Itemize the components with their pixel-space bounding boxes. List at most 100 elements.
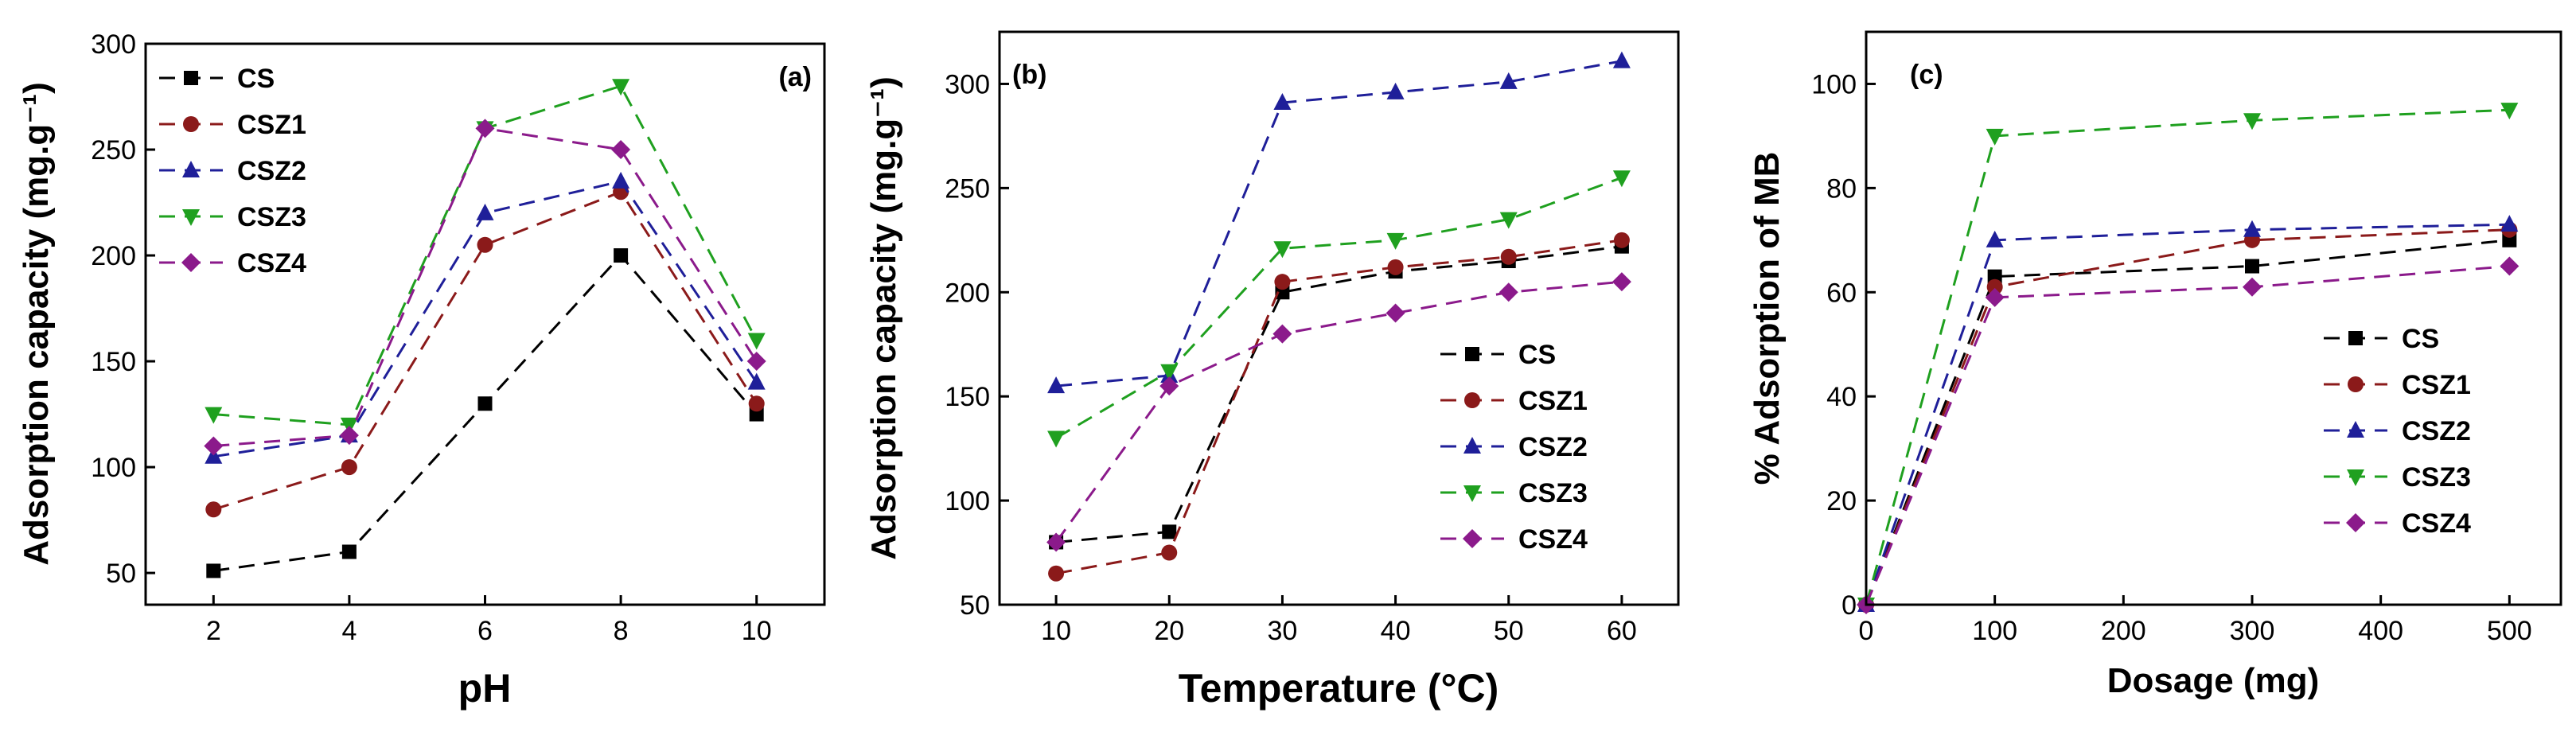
legend-label-csz2-a: CSZ2 bbox=[237, 156, 306, 186]
y-tick-label-b: 250 bbox=[945, 173, 990, 204]
data-point-csz3-b bbox=[1386, 232, 1405, 250]
x-tick-label-b: 60 bbox=[1607, 616, 1637, 646]
data-point-csz4-a bbox=[611, 140, 631, 160]
plot-frame-a bbox=[144, 42, 826, 606]
legend-label-csz1-a: CSZ1 bbox=[237, 110, 306, 140]
y-tick-label-b: 200 bbox=[945, 278, 990, 308]
data-point-csz2-a bbox=[747, 372, 766, 390]
data-point-cs-a bbox=[614, 248, 629, 263]
legend-marker-b bbox=[1463, 437, 1481, 454]
legend-label-csz3-c: CSZ3 bbox=[2402, 462, 2471, 493]
legend-c: CS CSZ1 CSZ2 CSZ3 CSZ4 bbox=[2324, 324, 2471, 539]
data-point-csz4-a bbox=[746, 352, 766, 372]
series-line-csz1-c bbox=[1865, 228, 2510, 606]
data-point-csz1-b bbox=[1387, 259, 1404, 275]
data-point-csz2-b bbox=[1047, 376, 1066, 394]
data-point-csz4-a bbox=[475, 119, 495, 138]
x-tick-label-b: 50 bbox=[1494, 616, 1524, 646]
y-tick-label-b: 100 bbox=[945, 486, 990, 516]
y-tick-label-a: 150 bbox=[91, 347, 136, 377]
series-line-csz2-b bbox=[1055, 60, 1623, 387]
data-point-csz4-b bbox=[1159, 376, 1179, 396]
data-point-csz1-b bbox=[1274, 274, 1291, 290]
legend-marker-c bbox=[2348, 331, 2363, 345]
legend-marker-b bbox=[1464, 392, 1480, 408]
data-point-csz1-b bbox=[1500, 248, 1517, 265]
data-point-csz4-c bbox=[1985, 287, 2005, 307]
legend-label-cs-c: CS bbox=[2402, 324, 2439, 354]
legend-label-csz2-b: CSZ2 bbox=[1518, 432, 1588, 462]
legend-label-cs-b: CS bbox=[1518, 340, 1556, 370]
series-csz4-b bbox=[1046, 272, 1631, 552]
data-point-csz2-c bbox=[1986, 230, 2004, 247]
x-tick-label-b: 30 bbox=[1268, 616, 1298, 646]
panel-a: 2 4 6 8 10 50 100 150 200 250 300 CS CSZ1 CSZ2 CSZ3 CSZ… bbox=[17, 29, 826, 711]
y-tick-label-a: 50 bbox=[106, 559, 136, 589]
data-point-csz2-b bbox=[1612, 51, 1631, 68]
data-point-csz4-b bbox=[1385, 303, 1405, 323]
x-axis-label-c: Dosage (mg) bbox=[2107, 661, 2319, 700]
y-tick-label-a: 300 bbox=[91, 29, 136, 60]
data-point-csz2-a bbox=[612, 171, 630, 189]
x-tick-label-c: 100 bbox=[1972, 616, 2017, 646]
data-point-csz1-a bbox=[341, 459, 357, 476]
x-tick-label-b: 40 bbox=[1381, 616, 1411, 646]
legend-label-csz1-b: CSZ1 bbox=[1518, 386, 1588, 416]
series-line-csz4-b bbox=[1054, 280, 1623, 543]
series-line-csz1-b bbox=[1055, 239, 1623, 575]
data-point-csz3-c bbox=[2243, 113, 2261, 130]
series-csz3-c bbox=[1857, 103, 2519, 614]
x-tick-label-c: 300 bbox=[2230, 616, 2275, 646]
data-point-csz4-b bbox=[1498, 282, 1518, 302]
data-point-csz4-a bbox=[339, 426, 359, 446]
data-point-csz4-b bbox=[1272, 324, 1292, 344]
y-tick-label-c: 80 bbox=[1826, 173, 1857, 204]
y-tick-label-a: 250 bbox=[91, 135, 136, 166]
data-point-csz4-c bbox=[2500, 256, 2519, 276]
plot-frame-b bbox=[998, 30, 1680, 606]
data-point-csz2-b bbox=[1273, 93, 1292, 111]
y-tick-label-c: 0 bbox=[1841, 590, 1857, 621]
data-point-csz1-a bbox=[205, 501, 222, 518]
y-axis-label-b: Adsorption capacity (mg.g⁻¹) bbox=[864, 76, 903, 559]
series-csz3-b bbox=[1047, 170, 1631, 448]
legend-label-csz3-b: CSZ3 bbox=[1518, 478, 1588, 508]
data-point-csz4-c bbox=[2243, 277, 2262, 297]
data-point-cs-a bbox=[206, 563, 221, 578]
series-csz4-c bbox=[1857, 256, 2519, 614]
data-point-csz1-a bbox=[477, 236, 493, 253]
series-line-csz3-c bbox=[1865, 108, 2510, 606]
series-line-cs-c bbox=[1865, 239, 2510, 606]
x-tick-label-a: 2 bbox=[206, 616, 221, 646]
data-point-cs-b bbox=[1162, 524, 1177, 539]
x-tick-label-a: 10 bbox=[742, 616, 772, 646]
panel-c: 0 100 200 300 400 500020406080100CSCSZ1CSZ2CS… bbox=[1748, 30, 2562, 700]
legend-marker-c bbox=[2347, 421, 2364, 438]
y-tick-label-c: 20 bbox=[1826, 486, 1857, 516]
panel-label-b: (b) bbox=[1012, 60, 1046, 90]
legend-marker-c bbox=[2348, 376, 2364, 392]
legend-marker-b bbox=[1463, 485, 1481, 502]
legend-label-csz4-b: CSZ4 bbox=[1518, 524, 1588, 555]
series-line-csz4-c bbox=[1865, 265, 2510, 606]
series-line-csz2-c bbox=[1865, 223, 2510, 606]
panel-b: 10 20 30 40 50 6050100150200250300CSCSZ1CSZ2C… bbox=[864, 30, 1680, 711]
legend-label-csz2-c: CSZ2 bbox=[2402, 416, 2471, 446]
y-tick-label-b: 300 bbox=[945, 69, 990, 99]
data-point-csz3-b bbox=[1160, 364, 1179, 381]
series-line-csz2-a bbox=[213, 180, 758, 458]
y-tick-label-b: 150 bbox=[945, 382, 990, 412]
data-point-csz3-b bbox=[1047, 430, 1066, 448]
y-axis-label-a: Adsorption capacity (mg.g⁻¹) bbox=[17, 82, 56, 565]
legend-label-csz3-a: CSZ3 bbox=[237, 202, 306, 232]
legend-marker-a bbox=[184, 71, 198, 85]
data-point-csz3-b bbox=[1273, 241, 1292, 259]
x-tick-label-b: 20 bbox=[1154, 616, 1184, 646]
legend-marker-a bbox=[183, 116, 199, 132]
legend-marker-b bbox=[1463, 529, 1482, 548]
series-cs-a bbox=[206, 248, 764, 578]
series-line-cs-a bbox=[213, 253, 758, 572]
series-csz4-a bbox=[204, 119, 766, 456]
legend-label-csz1-c: CSZ1 bbox=[2402, 370, 2471, 400]
